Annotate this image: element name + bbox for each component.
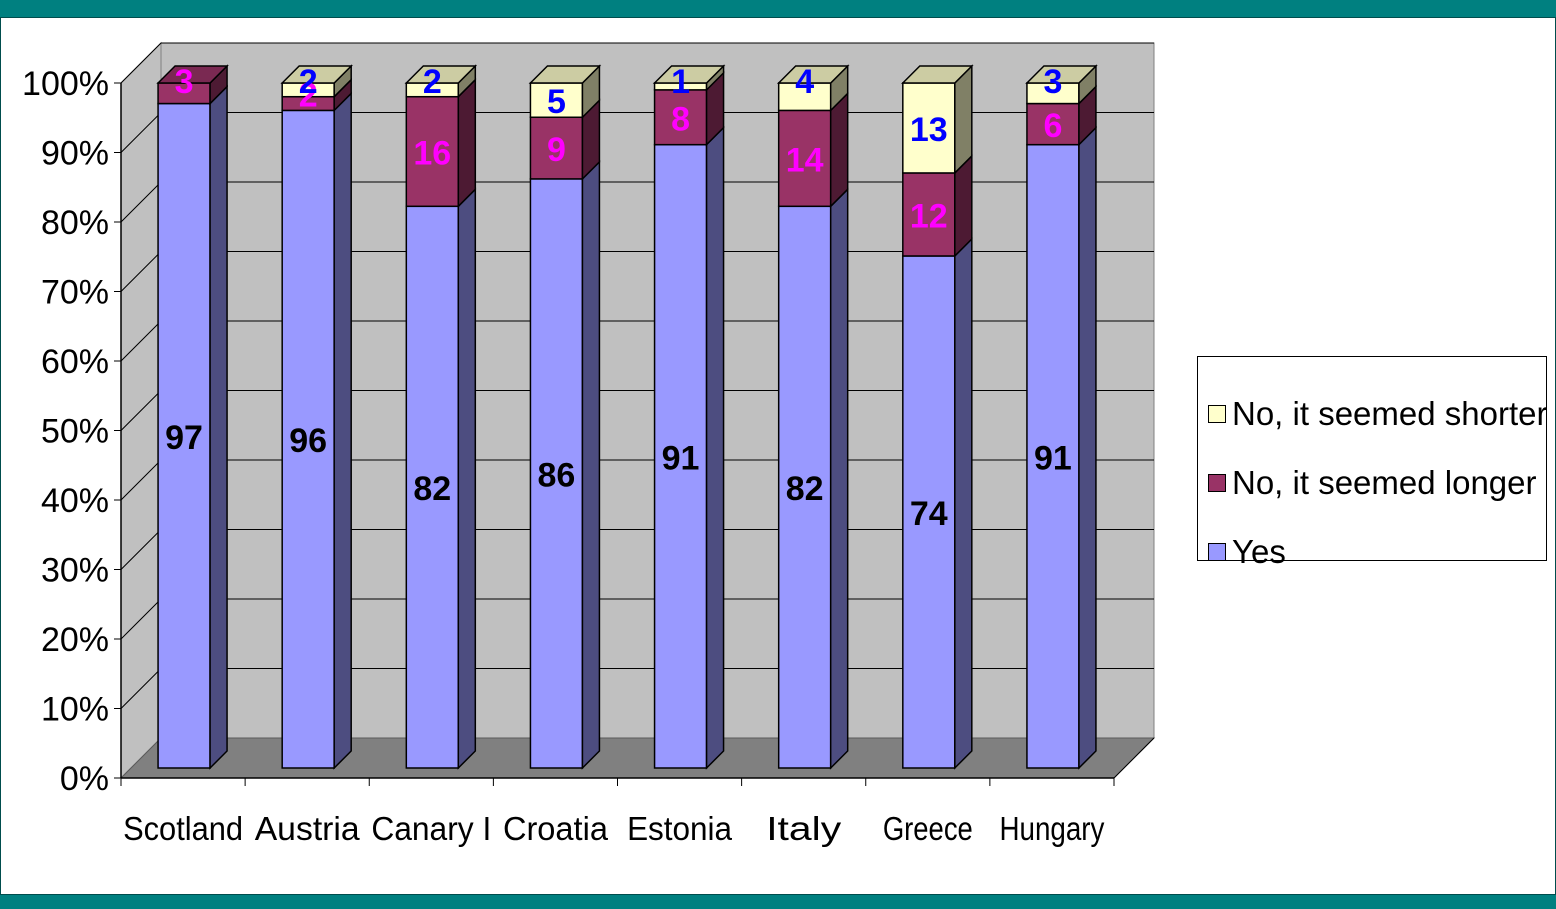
data-label-scotland-yes: 97	[165, 419, 203, 457]
stacked-bar-chart: 0% 10% 20% 30% 40% 50% 60% 70% 80% 90% 100% 97 3 Scot…	[22, 41, 1156, 847]
bar-top-italy	[776, 65, 850, 84]
x-tick-label-estonia: Estonia	[627, 810, 733, 847]
data-label-hungary-no-it-seemed-longer: 6	[1043, 107, 1062, 145]
data-label-canary-i-no-it-seemed-longer: 16	[413, 135, 451, 173]
gridline	[120, 42, 1154, 84]
legend-item-shorter: No, it seemed shorter	[1208, 394, 1547, 434]
legend: No, it seemed shorter No, it seemed long…	[1197, 356, 1547, 570]
bar-front-scotland-yes	[157, 102, 211, 769]
y-tick-label: 30%	[41, 552, 109, 590]
data-label-greece-no-it-seemed-shorter: 13	[910, 111, 948, 149]
bar-front-croatia-yes	[529, 178, 584, 769]
data-label-italy-no-it-seemed-longer: 14	[786, 141, 824, 179]
y-tick-label: 10%	[41, 691, 109, 729]
data-label-italy-yes: 82	[786, 470, 824, 508]
y-tick-label: 90%	[41, 135, 109, 173]
data-label-hungary-no-it-seemed-shorter: 3	[1043, 63, 1062, 101]
bar-side-austria-yes	[333, 91, 352, 770]
bar-front-estonia-yes	[653, 143, 708, 769]
data-label-canary-i-yes: 82	[413, 470, 451, 508]
bar-side-hungary-yes	[1078, 125, 1097, 770]
bar-side-canary-i-yes	[457, 187, 477, 770]
y-tick-label: 40%	[41, 482, 109, 520]
legend-label-shorter: No, it seemed shorter	[1232, 395, 1548, 432]
legend-swatch-yes	[1208, 543, 1226, 561]
x-tick-label-croatia: Croatia	[503, 810, 609, 847]
bar-top-croatia	[528, 65, 602, 84]
data-label-austria-yes: 96	[289, 422, 327, 460]
floor-edge	[1113, 737, 1155, 779]
legend-item-yes: Yes	[1208, 532, 1286, 572]
data-label-austria-no-it-seemed-longer: 2	[299, 77, 318, 115]
y-tick-label: 70%	[41, 274, 109, 312]
chart-frame: 0% 10% 20% 30% 40% 50% 60% 70% 80% 90% 100% 97 3 Scot…	[0, 17, 1556, 895]
data-label-scotland-no-it-seemed-longer: 3	[175, 63, 194, 101]
legend-item-longer: No, it seemed longer	[1208, 463, 1537, 503]
bar-side-scotland-yes	[209, 84, 228, 770]
bar-front-hungary-yes	[1026, 143, 1080, 769]
data-label-croatia-no-it-seemed-longer: 9	[547, 131, 566, 169]
data-label-croatia-yes: 86	[538, 456, 576, 494]
data-label-austria-no-it-seemed-shorter: 2	[299, 63, 318, 101]
data-label-greece-no-it-seemed-longer: 12	[910, 197, 948, 235]
y-tick-label: 50%	[41, 413, 109, 451]
data-label-hungary-yes: 91	[1034, 439, 1072, 477]
x-tick-label-italy: Italy	[766, 810, 842, 847]
bar-front-italy-no-it-seemed-longer	[777, 109, 832, 208]
legend-label-yes: Yes	[1232, 533, 1286, 570]
bar-side-italy-yes	[829, 187, 849, 770]
data-label-estonia-no-it-seemed-shorter: 1	[671, 63, 690, 101]
x-tick-label-canary-i: Canary I	[371, 810, 491, 847]
y-tick-label: 100%	[22, 65, 109, 103]
x-tick-label-greece: Greece	[883, 810, 973, 847]
y-tick-label: 60%	[41, 343, 109, 381]
data-label-croatia-no-it-seemed-shorter: 5	[547, 83, 566, 121]
floor	[119, 737, 1156, 779]
legend-swatch-longer	[1208, 474, 1226, 492]
data-label-estonia-yes: 91	[662, 439, 700, 477]
bar-side-greece-no-it-seemed-shorter	[954, 64, 973, 175]
bar-top-greece	[901, 65, 974, 84]
y-tick-label: 80%	[41, 204, 109, 242]
data-label-greece-yes: 74	[910, 495, 948, 533]
x-tick-label-austria: Austria	[255, 810, 361, 847]
bar-front-greece-yes	[902, 255, 956, 769]
legend-label-longer: No, it seemed longer	[1232, 464, 1537, 501]
x-tick-label-hungary: Hungary	[999, 810, 1104, 847]
y-tick-label: 0%	[60, 760, 109, 798]
bar-side-italy-no-it-seemed-longer	[829, 91, 849, 209]
bar-side-greece-yes	[954, 237, 973, 770]
bar-side-estonia-yes	[705, 125, 725, 770]
bar-top-canary-i	[404, 65, 478, 84]
bar-top-austria	[280, 65, 353, 84]
bar-top-scotland	[156, 65, 229, 84]
bar-side-croatia-yes	[581, 160, 601, 770]
data-label-estonia-no-it-seemed-longer: 8	[671, 100, 690, 138]
x-tick-label-scotland: Scotland	[123, 810, 243, 847]
data-label-italy-no-it-seemed-shorter: 4	[795, 63, 814, 101]
bar-top-estonia	[652, 65, 726, 84]
y-tick-label: 20%	[41, 621, 109, 659]
legend-swatch-shorter	[1208, 405, 1226, 423]
bar-front-austria-yes	[281, 109, 335, 769]
bar-side-canary-i-no-it-seemed-longer	[457, 77, 477, 209]
bar-front-italy-no-it-seemed-shorter	[777, 82, 832, 112]
bar-front-italy-yes	[777, 205, 832, 769]
data-label-canary-i-no-it-seemed-shorter: 2	[423, 63, 442, 101]
bar-top-hungary	[1025, 65, 1098, 84]
